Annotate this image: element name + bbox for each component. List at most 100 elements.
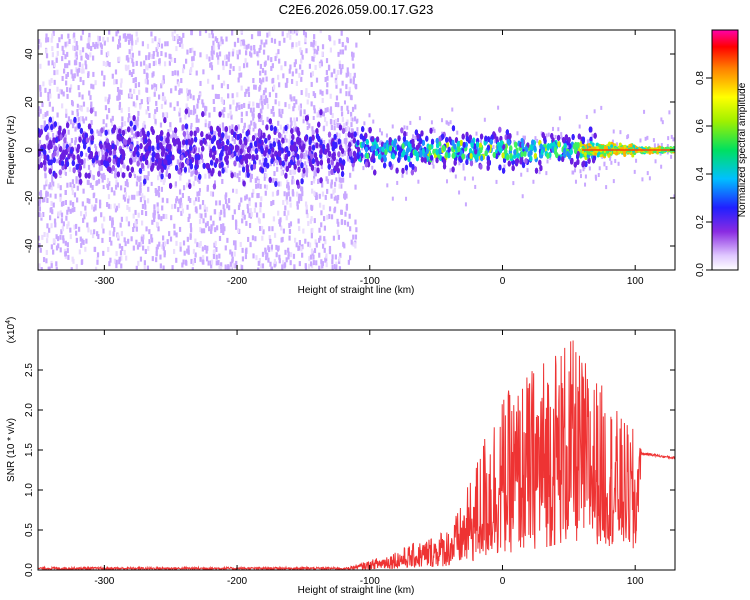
spectrogram-cell — [74, 146, 77, 151]
spectrogram-cell — [81, 47, 85, 53]
spectrogram-cell — [287, 210, 290, 216]
spectrogram-cell — [259, 70, 262, 76]
spectrogram-cell — [300, 50, 303, 56]
spectrogram-cell — [248, 197, 251, 203]
spectrogram-cell — [248, 200, 251, 206]
spectrogram-cell — [264, 166, 267, 172]
spectrogram-cell — [231, 136, 234, 142]
spectrogram-cell — [320, 259, 323, 265]
spectrogram-cell — [121, 122, 124, 128]
spectrogram-cell — [237, 77, 240, 83]
spectrogram-cell — [247, 91, 251, 97]
spectrogram-cell — [273, 171, 276, 177]
spectrogram-cell — [324, 76, 327, 82]
spectrogram-cell — [262, 157, 265, 162]
spectrogram-cell — [115, 263, 118, 269]
spectrogram-cell — [60, 229, 63, 235]
spectrogram-cell — [454, 174, 457, 179]
spectrogram-cell — [254, 84, 257, 90]
spectrogram-cell — [135, 95, 139, 101]
spectrogram-cell — [202, 69, 205, 75]
spectrogram-cell — [78, 92, 81, 98]
spectrogram-cell — [198, 190, 201, 196]
spectrogram-cell — [328, 245, 332, 251]
spectrogram-cell — [99, 42, 103, 48]
spectrogram-cell — [238, 202, 241, 207]
spectrogram-cell — [256, 176, 259, 181]
spectrogram-cell — [61, 226, 64, 232]
spectrogram-cell — [349, 157, 352, 163]
spectrogram-cell — [131, 130, 134, 135]
spectrogram-cell — [94, 144, 97, 149]
spectrogram-cell — [124, 192, 128, 198]
spectrogram-cell — [340, 68, 343, 74]
spectrogram-cell — [347, 156, 350, 162]
spectrogram-cell — [141, 193, 144, 199]
spectrogram-cell — [369, 135, 372, 140]
spectrogram-cell — [297, 218, 300, 224]
spectrogram-cell — [212, 49, 215, 55]
spectrogram-cell — [134, 157, 137, 163]
spectrogram-cell — [81, 238, 84, 244]
spectrogram-cell — [106, 183, 109, 188]
spectrogram-cell — [234, 240, 237, 246]
spectrogram-cell — [321, 182, 324, 188]
spectrogram-cell — [295, 80, 298, 86]
spectrogram-cell — [340, 209, 343, 215]
spectrogram-cell — [150, 237, 154, 243]
spectrogram-cell — [245, 88, 248, 94]
spectrogram-cell — [242, 63, 246, 69]
spectrogram-cell — [207, 123, 211, 129]
spectrogram-cell — [80, 242, 83, 248]
spectrogram-cell — [348, 91, 351, 97]
spectrogram-cell — [273, 258, 276, 264]
spectrogram-cell — [224, 133, 227, 139]
spectrogram-cell — [271, 191, 275, 197]
spectrogram-cell — [266, 103, 270, 109]
spectrogram-cell — [291, 179, 294, 185]
spectrogram-cell — [245, 247, 248, 253]
spectrogram-cell — [495, 179, 498, 184]
spectrogram-cell — [666, 144, 669, 149]
spectrogram-cell — [222, 127, 225, 132]
spectrogram-cell — [141, 203, 145, 209]
spectrogram-cell — [305, 209, 308, 215]
spectrogram-cell — [91, 204, 94, 210]
spectrogram-cell — [241, 265, 244, 270]
spectrogram-cell — [287, 247, 290, 253]
spectrogram-cell — [51, 209, 54, 215]
spectrogram-cell — [201, 246, 204, 252]
spectrogram-cell — [194, 238, 197, 244]
spectrogram-cell — [101, 144, 104, 150]
spectrogram-cell — [284, 61, 287, 67]
spectrogram-cell — [238, 170, 241, 176]
spectrogram-cell — [45, 33, 48, 39]
spectrogram-cell — [127, 39, 131, 45]
spectrogram-cell — [137, 212, 140, 218]
spectrogram-cell — [252, 101, 255, 107]
spectrogram-cell — [120, 231, 123, 237]
spectrogram-cell — [131, 40, 134, 46]
spectrogram-cell — [379, 128, 382, 133]
spectrogram-cell — [54, 222, 57, 228]
spectrogram-cell — [164, 99, 167, 105]
spectrogram-cell — [56, 112, 59, 118]
spectrogram-cell — [363, 154, 366, 159]
spectrogram-cell — [222, 65, 225, 71]
spectrogram-cell — [262, 77, 265, 83]
spectrogram-cell — [238, 72, 241, 78]
spectrogram-cell — [111, 150, 114, 156]
spectrogram-cell — [124, 241, 127, 247]
spectrogram-cell — [243, 125, 246, 130]
spectrogram-cell — [176, 70, 179, 76]
spectrogram-cell — [340, 183, 343, 189]
spectrogram-cell — [334, 102, 338, 108]
spectrogram-cell — [312, 56, 315, 62]
spectrogram-cell — [584, 174, 587, 179]
spectrogram-cell — [188, 213, 191, 219]
spectrogram-cell — [129, 88, 132, 94]
spectrogram-cell — [98, 36, 101, 42]
spectrogram-cell — [324, 107, 327, 113]
spectrogram-cell — [312, 151, 315, 156]
spectrogram-cell — [300, 58, 303, 64]
